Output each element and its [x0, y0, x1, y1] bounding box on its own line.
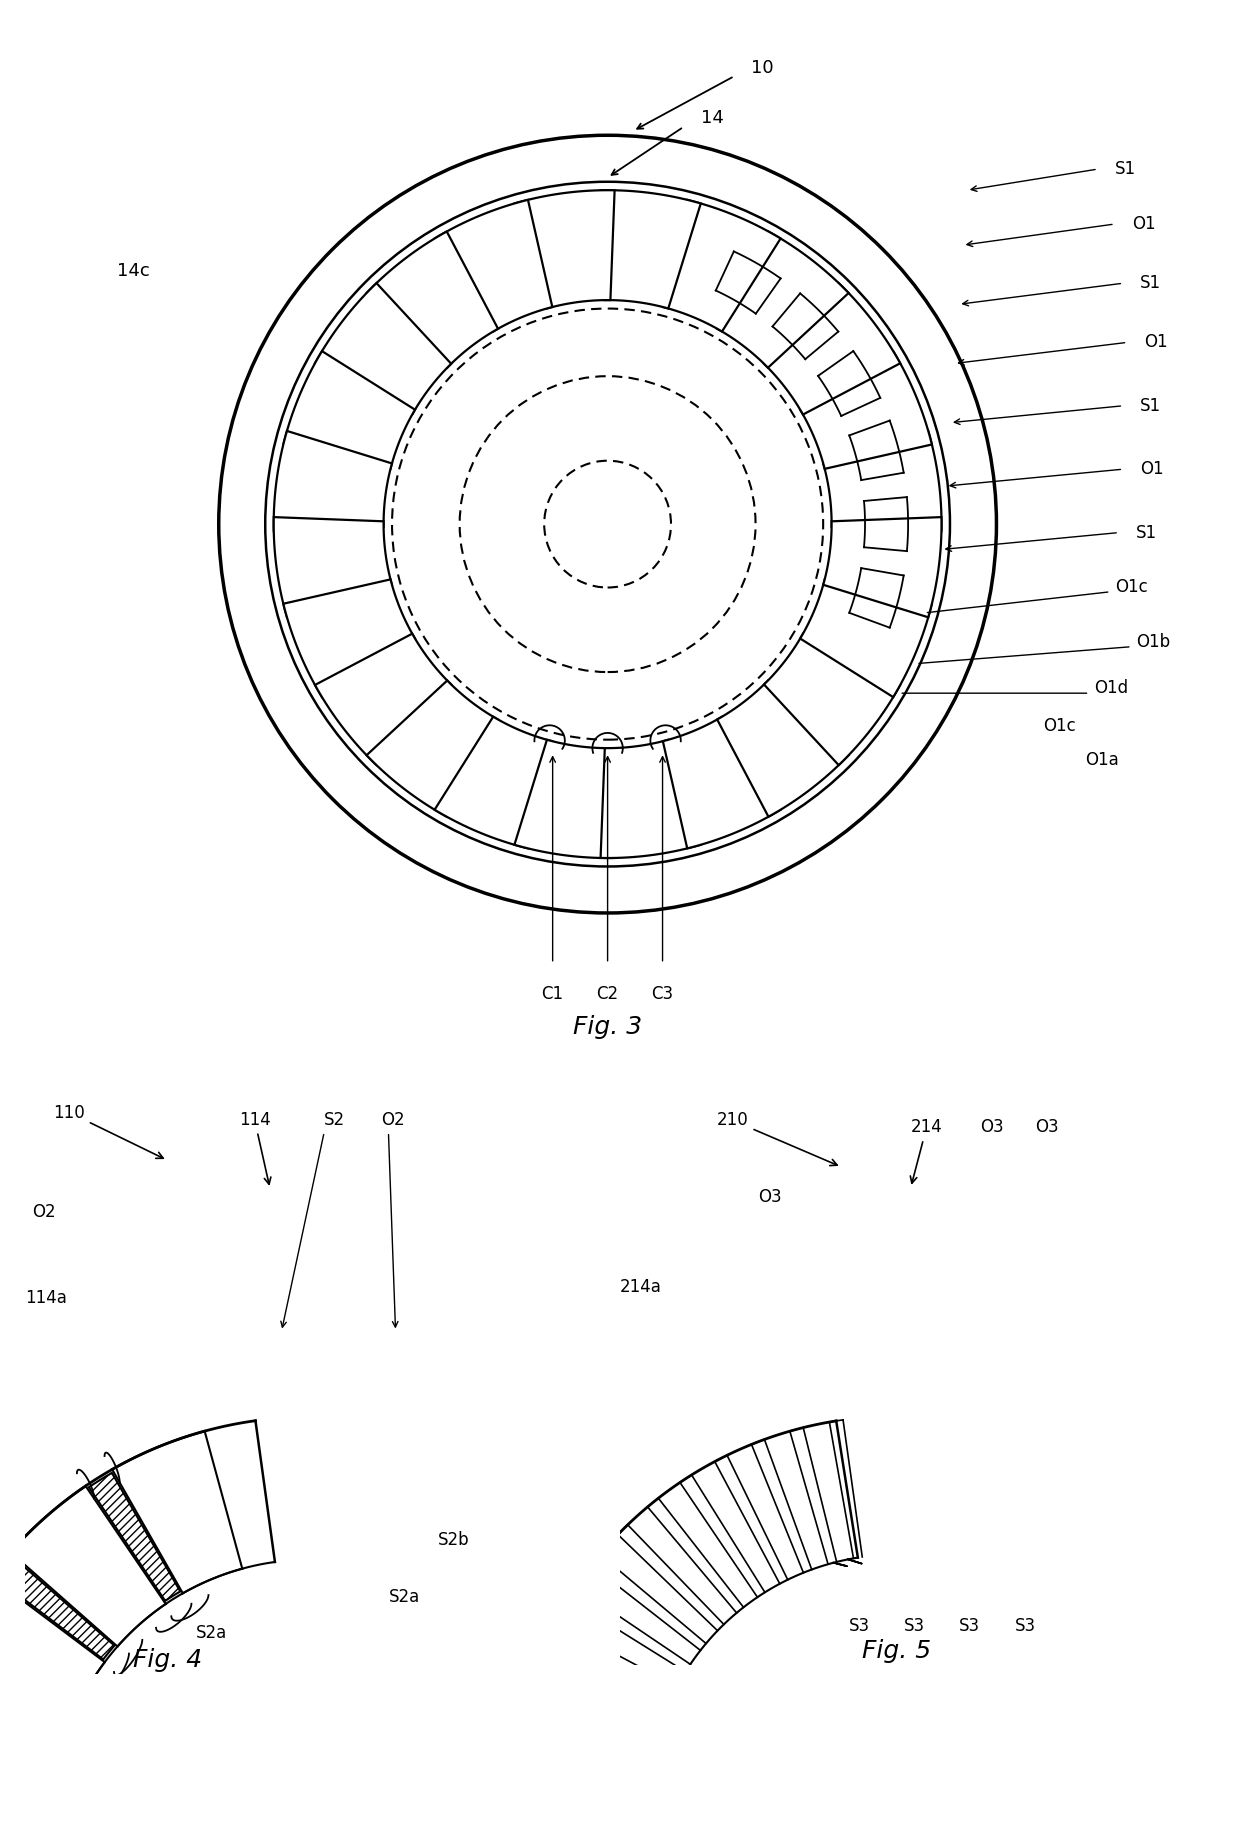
Text: S3: S3 — [904, 1616, 925, 1635]
Text: O1c: O1c — [1043, 717, 1076, 736]
Polygon shape — [434, 200, 552, 331]
Text: S3: S3 — [1014, 1616, 1035, 1635]
Polygon shape — [515, 739, 615, 859]
Polygon shape — [0, 1556, 114, 1659]
Text: O1: O1 — [1132, 215, 1156, 234]
Text: 110: 110 — [53, 1103, 164, 1159]
Polygon shape — [367, 680, 498, 817]
Text: S1: S1 — [1115, 160, 1136, 178]
Text: O2: O2 — [382, 1111, 405, 1129]
Text: Fig. 5: Fig. 5 — [862, 1639, 931, 1662]
Text: S1: S1 — [1136, 524, 1157, 541]
Polygon shape — [274, 517, 392, 618]
Polygon shape — [764, 634, 900, 765]
Polygon shape — [800, 579, 932, 697]
Text: 14c: 14c — [118, 261, 150, 280]
Polygon shape — [274, 430, 392, 531]
Text: O3: O3 — [980, 1118, 1003, 1137]
Polygon shape — [800, 351, 932, 469]
Text: 214a: 214a — [620, 1278, 662, 1295]
Text: S1: S1 — [1140, 397, 1162, 416]
Polygon shape — [823, 517, 941, 618]
Polygon shape — [315, 283, 451, 414]
Text: S2: S2 — [325, 1111, 346, 1129]
Text: O1: O1 — [1145, 333, 1168, 351]
Polygon shape — [283, 579, 415, 697]
Polygon shape — [515, 189, 615, 309]
Text: S3: S3 — [848, 1616, 869, 1635]
Text: O2: O2 — [32, 1203, 56, 1221]
Text: Fig. 4: Fig. 4 — [133, 1648, 202, 1672]
Text: 14: 14 — [701, 109, 723, 127]
Text: S3: S3 — [959, 1616, 981, 1635]
Polygon shape — [0, 1429, 262, 1767]
Text: O1d: O1d — [1094, 679, 1128, 697]
Text: O1b: O1b — [1136, 633, 1171, 651]
Text: S1: S1 — [1140, 274, 1162, 292]
Text: O1c: O1c — [1115, 577, 1147, 596]
Polygon shape — [823, 430, 941, 531]
Polygon shape — [434, 717, 552, 848]
Text: C2: C2 — [596, 986, 619, 1002]
Text: O1: O1 — [1140, 460, 1164, 478]
Polygon shape — [663, 717, 781, 848]
Text: S2a: S2a — [196, 1624, 227, 1642]
Polygon shape — [283, 351, 415, 469]
Text: O1a: O1a — [1085, 750, 1118, 769]
Polygon shape — [717, 680, 848, 817]
Polygon shape — [663, 200, 781, 331]
Polygon shape — [315, 634, 451, 765]
Text: 10: 10 — [751, 59, 774, 77]
Polygon shape — [717, 232, 848, 368]
Polygon shape — [600, 739, 701, 859]
Text: S2a: S2a — [388, 1589, 419, 1605]
Text: O3: O3 — [759, 1188, 782, 1206]
Text: 114a: 114a — [25, 1289, 67, 1308]
Text: Fig. 3: Fig. 3 — [573, 1015, 642, 1039]
Text: O3: O3 — [1035, 1118, 1059, 1137]
Text: C3: C3 — [651, 986, 673, 1002]
Text: S2b: S2b — [439, 1532, 470, 1548]
Polygon shape — [764, 283, 900, 414]
Polygon shape — [89, 1473, 180, 1602]
Text: 210: 210 — [717, 1111, 837, 1166]
Polygon shape — [600, 189, 701, 309]
Text: C1: C1 — [542, 986, 564, 1002]
Polygon shape — [367, 232, 498, 368]
Text: 114: 114 — [239, 1111, 270, 1184]
Text: 214: 214 — [910, 1118, 942, 1182]
